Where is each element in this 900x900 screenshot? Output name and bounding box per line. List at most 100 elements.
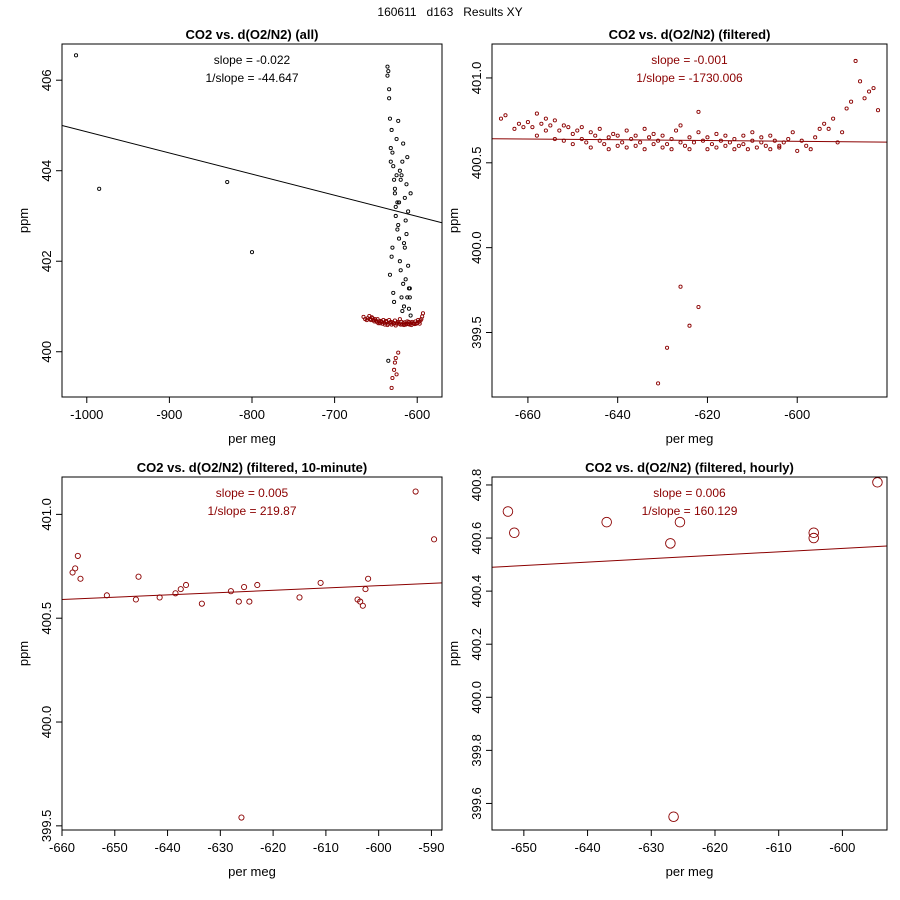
y-tick-label: 399.6 xyxy=(469,787,484,820)
data-point xyxy=(172,590,179,597)
data-point xyxy=(396,222,401,228)
data-point xyxy=(401,304,407,309)
data-point xyxy=(678,140,683,145)
data-point xyxy=(241,584,248,591)
data-point xyxy=(235,598,242,605)
data-point xyxy=(431,536,438,543)
data-point xyxy=(674,516,686,528)
data-point xyxy=(403,218,408,223)
x-tick-label: -700 xyxy=(322,407,348,422)
data-point xyxy=(399,173,404,178)
plot-area xyxy=(62,488,442,821)
data-point xyxy=(521,125,526,130)
data-point xyxy=(687,135,692,140)
data-point xyxy=(406,263,411,268)
data-point xyxy=(387,96,392,101)
data-point xyxy=(74,552,81,559)
data-point xyxy=(786,136,791,142)
plot-area xyxy=(62,53,442,390)
y-tick-label: 404 xyxy=(39,160,54,182)
data-point xyxy=(402,245,407,250)
data-point xyxy=(386,358,391,363)
data-point xyxy=(651,131,656,136)
data-point xyxy=(790,130,795,135)
x-axis-label: per meg xyxy=(666,864,714,879)
data-point xyxy=(597,126,602,131)
data-point xyxy=(615,133,620,138)
data-point xyxy=(597,138,602,143)
data-point xyxy=(503,113,508,118)
data-point xyxy=(246,598,253,605)
data-point xyxy=(584,140,589,145)
data-point xyxy=(420,311,426,316)
data-point xyxy=(570,142,575,147)
x-tick-label: -640 xyxy=(575,840,601,855)
y-axis-label: ppm xyxy=(16,641,31,666)
data-point xyxy=(557,128,562,133)
data-point xyxy=(227,588,234,595)
data-point xyxy=(525,120,530,125)
data-point xyxy=(831,116,836,121)
data-point xyxy=(543,116,548,121)
data-point xyxy=(182,581,190,589)
data-point xyxy=(736,143,741,148)
data-point xyxy=(844,106,849,111)
data-point xyxy=(397,259,402,264)
data-point xyxy=(620,140,625,145)
data-point xyxy=(624,145,629,150)
data-point xyxy=(392,186,397,191)
y-axis-label: ppm xyxy=(16,208,31,233)
y-tick-label: 401.0 xyxy=(469,62,484,95)
data-point xyxy=(624,128,629,133)
y-tick-label: 400.5 xyxy=(469,147,484,180)
y-tick-label: 399.5 xyxy=(39,810,54,843)
data-point xyxy=(385,73,390,78)
data-point xyxy=(396,118,401,123)
data-point xyxy=(853,58,858,64)
data-point xyxy=(723,133,728,138)
data-point xyxy=(393,356,398,361)
chart-filtered-10-minute: CO2 vs. d(O2/N2) (filtered, 10-minute) pe… xyxy=(16,460,444,879)
x-tick-label: -660 xyxy=(515,407,541,422)
data-point xyxy=(606,147,611,152)
data-point xyxy=(714,145,719,150)
data-point xyxy=(808,147,813,152)
data-point xyxy=(727,140,732,145)
data-point xyxy=(386,69,391,74)
data-point xyxy=(781,140,786,145)
x-tick-label: -600 xyxy=(784,407,810,422)
data-point xyxy=(669,136,674,142)
x-tick-label: -620 xyxy=(694,407,720,422)
data-point xyxy=(665,142,670,147)
x-tick-label: -640 xyxy=(155,840,181,855)
data-point xyxy=(403,322,408,327)
data-point xyxy=(502,506,514,517)
data-point xyxy=(665,538,676,549)
data-point xyxy=(795,148,800,153)
data-point xyxy=(763,143,768,148)
chart-title: CO2 vs. d(O2/N2) (filtered) xyxy=(609,27,771,42)
data-point xyxy=(840,130,845,135)
data-point xyxy=(97,186,102,191)
data-point xyxy=(73,53,79,58)
data-point xyxy=(406,306,412,311)
data-point xyxy=(875,108,881,113)
data-point xyxy=(691,140,697,145)
data-point xyxy=(77,575,84,582)
data-point xyxy=(387,87,392,92)
data-point xyxy=(835,140,840,145)
data-point xyxy=(400,308,405,314)
data-point xyxy=(103,592,110,599)
data-point xyxy=(388,159,393,164)
data-point xyxy=(405,295,410,300)
data-point xyxy=(404,182,409,187)
data-point xyxy=(392,299,397,305)
regression-line xyxy=(492,138,887,143)
data-point xyxy=(723,143,728,148)
data-point xyxy=(408,191,413,196)
data-point xyxy=(396,236,402,241)
data-point xyxy=(777,143,782,148)
data-point xyxy=(606,135,611,140)
data-point xyxy=(398,268,403,273)
data-point xyxy=(530,125,535,130)
